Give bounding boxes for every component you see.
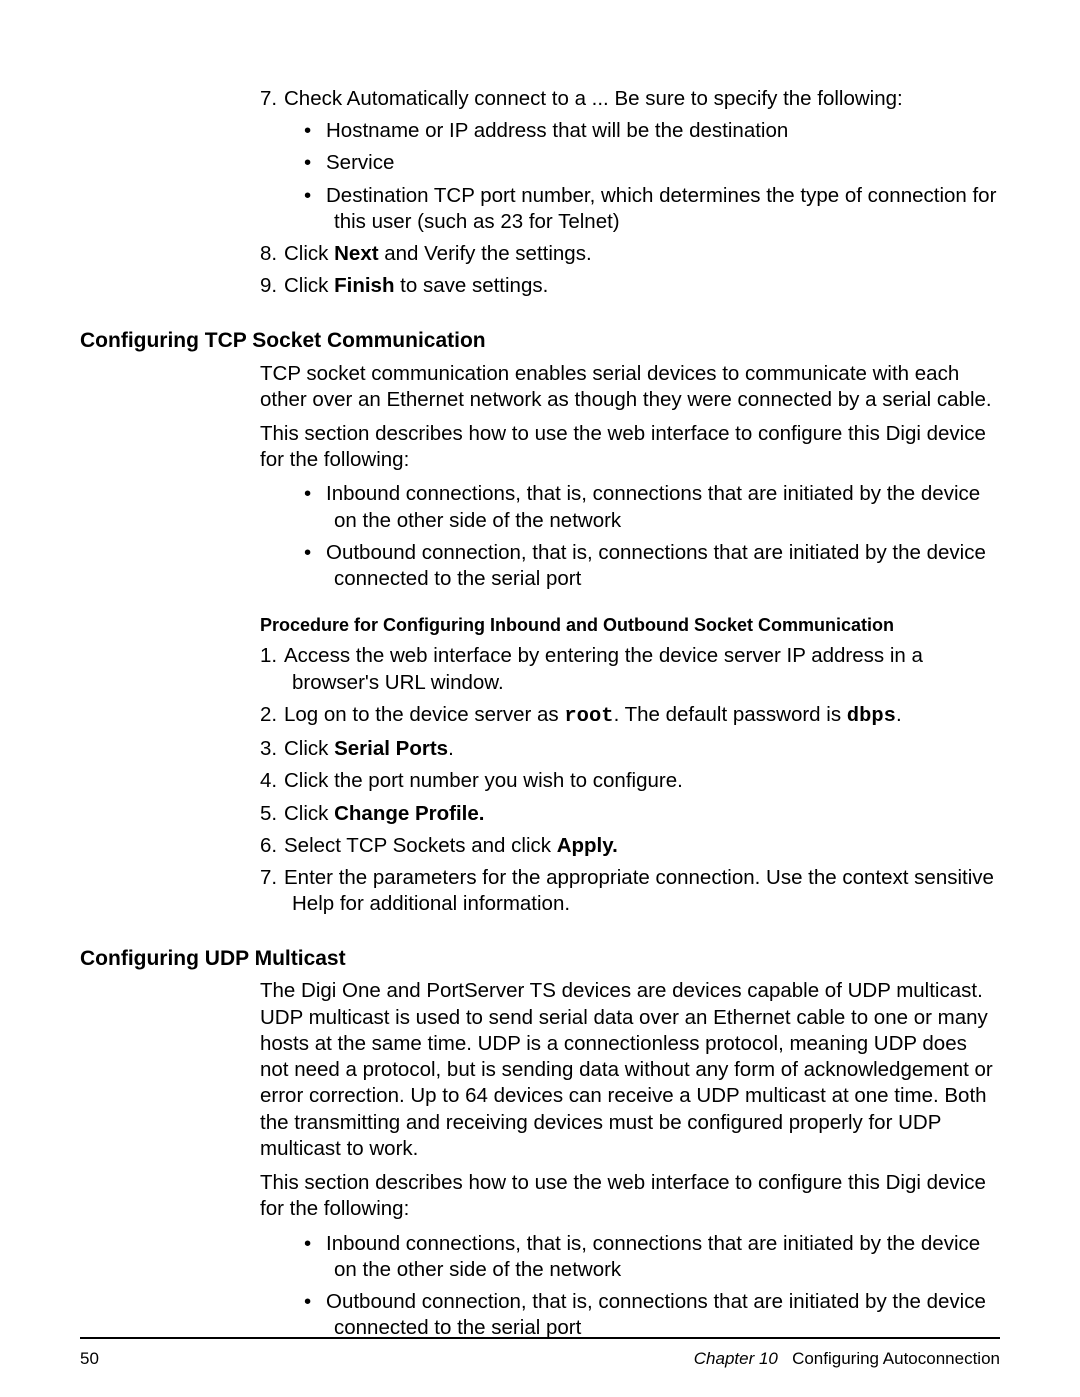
step-text-bold: Next: [334, 242, 378, 265]
step-text-post: and Verify the settings.: [379, 242, 592, 265]
tcp-step-6: 6.Select TCP Sockets and click Apply.: [260, 833, 1000, 859]
tcp-para-2: This section describes how to use the we…: [260, 421, 1000, 473]
step-text-pre: Click: [284, 274, 334, 297]
page-content: 7.Check Automatically connect to a ... B…: [80, 86, 1000, 1341]
step-text: Enter the parameters for the appropriate…: [284, 866, 994, 915]
bullet-item: •Inbound connections, that is, connectio…: [304, 1231, 1000, 1283]
bullet-icon: •: [304, 118, 326, 144]
step-7: 7.Check Automatically connect to a ... B…: [260, 86, 1000, 112]
bullet-icon: •: [304, 1289, 326, 1315]
tcp-subheading: Procedure for Configuring Inbound and Ou…: [260, 614, 1000, 637]
bullet-text: Outbound connection, that is, connection…: [326, 1290, 986, 1339]
bullet-text: Outbound connection, that is, connection…: [326, 541, 986, 590]
chapter-label: Chapter 10: [694, 1349, 778, 1368]
step-text: Click the port number you wish to config…: [284, 769, 683, 792]
step-num: 6.: [260, 833, 284, 859]
bullet-icon: •: [304, 481, 326, 507]
udp-para-2: This section describes how to use the we…: [260, 1170, 1000, 1222]
heading-udp: Configuring UDP Multicast: [80, 946, 1000, 973]
step-text-post: to save settings.: [394, 274, 548, 297]
bullet-item: •Inbound connections, that is, connectio…: [304, 481, 1000, 533]
step-9: 9.Click Finish to save settings.: [260, 273, 1000, 299]
bullet-text: Destination TCP port number, which deter…: [326, 184, 996, 233]
bullet-item: •Destination TCP port number, which dete…: [304, 183, 1000, 235]
step-text-mid: . The default password is: [614, 703, 847, 726]
step-mono: dbps: [847, 705, 896, 728]
step-mono: root: [564, 705, 613, 728]
step-text-pre: Click: [284, 737, 334, 760]
step-text-bold: Serial Ports: [334, 737, 448, 760]
bullet-item: •Service: [304, 150, 1000, 176]
step-text-pre: Log on to the device server as: [284, 703, 564, 726]
step-num: 3.: [260, 736, 284, 762]
bullet-item: •Outbound connection, that is, connectio…: [304, 540, 1000, 592]
step-num: 7.: [260, 865, 284, 891]
bullet-text: Service: [326, 151, 394, 174]
step-num: 8.: [260, 241, 284, 267]
tcp-step-5: 5.Click Change Profile.: [260, 801, 1000, 827]
tcp-para-1: TCP socket communication enables serial …: [260, 361, 1000, 413]
chapter-title: Configuring Autoconnection: [792, 1349, 1000, 1368]
step-8: 8.Click Next and Verify the settings.: [260, 241, 1000, 267]
step-text-pre: Click: [284, 802, 334, 825]
step-text-pre: Click: [284, 242, 334, 265]
step-text-post: .: [896, 703, 902, 726]
bullet-icon: •: [304, 150, 326, 176]
tcp-step-2: 2.Log on to the device server as root. T…: [260, 702, 1000, 730]
step-text-bold: Apply.: [557, 834, 618, 857]
bullet-text: Inbound connections, that is, connection…: [326, 482, 980, 531]
step-text: Access the web interface by entering the…: [284, 644, 923, 693]
bullet-text: Inbound connections, that is, connection…: [326, 1232, 980, 1281]
step-text-pre: Select TCP Sockets and click: [284, 834, 557, 857]
tcp-step-3: 3.Click Serial Ports.: [260, 736, 1000, 762]
step-num: 9.: [260, 273, 284, 299]
bullet-text: Hostname or IP address that will be the …: [326, 119, 788, 142]
tcp-step-1: 1.Access the web interface by entering t…: [260, 643, 1000, 695]
bullet-icon: •: [304, 183, 326, 209]
page-footer: 50 Chapter 10 Configuring Autoconnection: [80, 1349, 1000, 1369]
tcp-step-4: 4.Click the port number you wish to conf…: [260, 768, 1000, 794]
udp-para-1: The Digi One and PortServer TS devices a…: [260, 978, 1000, 1162]
step-text-bold: Finish: [334, 274, 394, 297]
step-text: Check Automatically connect to a ... Be …: [284, 87, 903, 110]
bullet-icon: •: [304, 540, 326, 566]
footer-chapter: Chapter 10 Configuring Autoconnection: [694, 1349, 1000, 1369]
bullet-icon: •: [304, 1231, 326, 1257]
page-number: 50: [80, 1349, 99, 1369]
heading-tcp: Configuring TCP Socket Communication: [80, 328, 1000, 355]
step-text-bold: Change Profile.: [334, 802, 484, 825]
tcp-step-7: 7.Enter the parameters for the appropria…: [260, 865, 1000, 917]
step-num: 5.: [260, 801, 284, 827]
step-num: 7.: [260, 86, 284, 112]
step-num: 2.: [260, 702, 284, 728]
bullet-item: •Outbound connection, that is, connectio…: [304, 1289, 1000, 1341]
bullet-item: •Hostname or IP address that will be the…: [304, 118, 1000, 144]
step-num: 4.: [260, 768, 284, 794]
step-text-post: .: [448, 737, 454, 760]
step-num: 1.: [260, 643, 284, 669]
footer-rule: [80, 1337, 1000, 1339]
